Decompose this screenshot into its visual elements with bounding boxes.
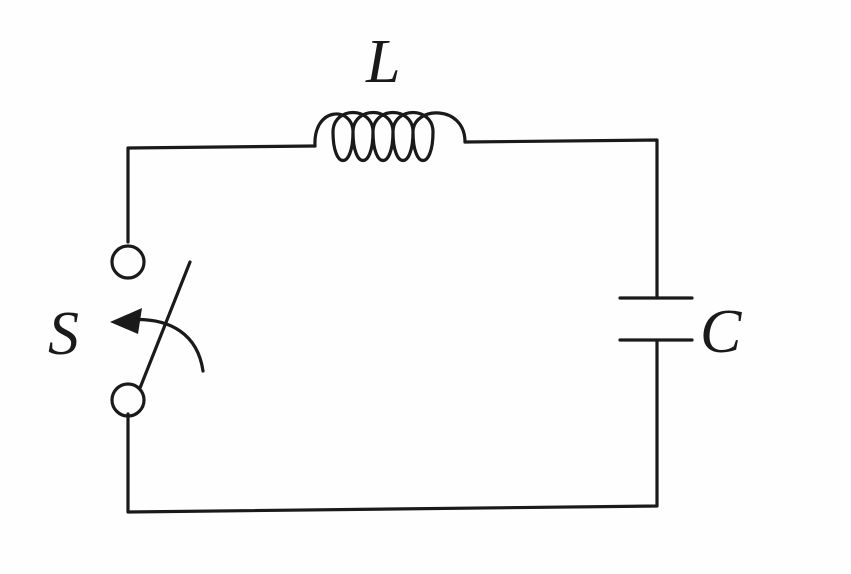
switch-arrow-head xyxy=(110,308,142,334)
switch-terminal-bottom xyxy=(110,382,146,418)
inductor-label: L xyxy=(365,28,400,96)
wire-top-left xyxy=(126,144,317,244)
switch-label: S xyxy=(48,300,79,368)
wire-top-right xyxy=(463,138,659,300)
switch-terminal-top xyxy=(110,244,146,280)
capacitor-label: C xyxy=(700,298,742,366)
wire-bottom-right xyxy=(126,338,659,514)
inductor-coil xyxy=(313,110,467,163)
